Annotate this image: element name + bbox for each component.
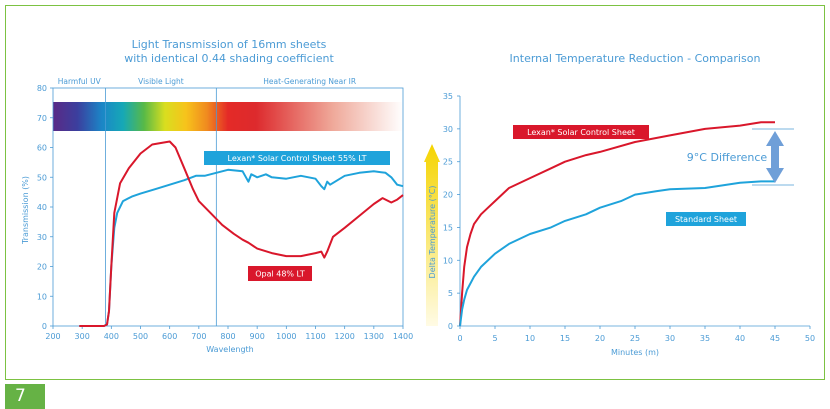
right-y-tick-label: 30 bbox=[443, 125, 453, 134]
right-x-tick-label: 15 bbox=[560, 334, 570, 343]
spectrum-band bbox=[53, 102, 403, 131]
left-y-tick-label: 80 bbox=[37, 84, 47, 93]
left-x-tick-label: 700 bbox=[191, 332, 206, 341]
lexan-label-box bbox=[204, 151, 390, 165]
right-y-tick-label: 20 bbox=[443, 191, 453, 200]
left-x-axis-label: Wavelength bbox=[206, 345, 253, 354]
right-chart-title: Internal Temperature Reduction - Compari… bbox=[510, 52, 761, 65]
left-chart-title-line1: Light Transmission of 16mm sheets bbox=[132, 38, 327, 51]
right-x-tick-label: 45 bbox=[770, 334, 780, 343]
right-y-tick-label: 25 bbox=[443, 158, 453, 167]
right-x-tick-label: 50 bbox=[805, 334, 815, 343]
left-x-tick-label: 900 bbox=[250, 332, 265, 341]
diff-arrow bbox=[766, 131, 784, 183]
right-y-axis-label: Delta Temperature (°C) bbox=[428, 186, 437, 279]
right-x-axis-label: Minutes (m) bbox=[611, 348, 659, 357]
opal-label-box bbox=[248, 266, 312, 281]
right-x-tick-label: 40 bbox=[735, 334, 745, 343]
right-y-tick-label: 35 bbox=[443, 92, 453, 101]
left-y-tick-label: 60 bbox=[37, 144, 47, 153]
temperature-reduction-chart: Internal Temperature Reduction - Compari… bbox=[424, 52, 815, 357]
opal-label: Opal 48% LT bbox=[255, 270, 305, 279]
right-x-tick-label: 35 bbox=[700, 334, 710, 343]
right-x-tick-label: 30 bbox=[665, 334, 675, 343]
region-label: Heat-Generating Near IR bbox=[263, 77, 356, 86]
right-y-tick-label: 5 bbox=[448, 289, 453, 298]
left-x-tick-label: 500 bbox=[133, 332, 148, 341]
right-x-tick-label: 20 bbox=[595, 334, 605, 343]
difference-annotation: 9°C Difference bbox=[687, 151, 768, 164]
left-y-tick-label: 70 bbox=[37, 114, 47, 123]
page-number: 7 bbox=[5, 384, 45, 409]
right-x-tick-label: 0 bbox=[457, 334, 462, 343]
right-y-tick-label: 10 bbox=[443, 256, 453, 265]
left-y-tick-label: 30 bbox=[37, 233, 47, 242]
lexan-red-label: Lexan* Solar Control Sheet bbox=[527, 128, 635, 137]
left-chart-title-line2: with identical 0.44 shading coefficient bbox=[124, 52, 334, 65]
standard-temperature-line bbox=[459, 180, 775, 327]
right-y-tick-label: 0 bbox=[448, 322, 453, 331]
region-label: Visible Light bbox=[138, 77, 184, 86]
left-y-axis-label: Transmission (%) bbox=[21, 176, 30, 245]
light-transmission-chart: Light Transmission of 16mm sheets with i… bbox=[21, 38, 413, 354]
left-y-tick-label: 10 bbox=[37, 292, 47, 301]
standard-label-box bbox=[666, 212, 746, 226]
left-y-tick-label: 50 bbox=[37, 173, 47, 182]
opal-transmission-line bbox=[79, 140, 404, 327]
region-label: Harmful UV bbox=[58, 77, 102, 86]
lexan-label: Lexan* Solar Control Sheet 55% LT bbox=[228, 154, 367, 163]
left-x-tick-label: 1300 bbox=[364, 332, 384, 341]
left-x-tick-label: 1200 bbox=[334, 332, 354, 341]
left-y-tick-label: 20 bbox=[37, 263, 47, 272]
right-x-tick-label: 5 bbox=[492, 334, 497, 343]
left-x-tick-label: 300 bbox=[75, 332, 90, 341]
left-x-tick-label: 1100 bbox=[305, 332, 325, 341]
left-x-tick-label: 800 bbox=[220, 332, 235, 341]
left-y-tick-label: 40 bbox=[37, 203, 47, 212]
page-frame bbox=[5, 5, 825, 380]
lexan-red-label-box bbox=[513, 125, 649, 139]
thermometer-arrow bbox=[424, 144, 440, 326]
right-x-tick-label: 25 bbox=[630, 334, 640, 343]
left-x-tick-label: 1400 bbox=[393, 332, 413, 341]
standard-label: Standard Sheet bbox=[675, 215, 737, 224]
left-x-tick-label: 1000 bbox=[276, 332, 296, 341]
left-x-tick-label: 200 bbox=[45, 332, 60, 341]
right-x-tick-label: 10 bbox=[525, 334, 535, 343]
lexan-transmission-line bbox=[79, 168, 404, 327]
left-y-tick-label: 0 bbox=[42, 322, 47, 331]
right-y-tick-label: 15 bbox=[443, 223, 453, 232]
left-x-tick-label: 400 bbox=[104, 332, 119, 341]
lexan-temperature-line bbox=[459, 121, 775, 327]
left-x-tick-label: 600 bbox=[162, 332, 177, 341]
